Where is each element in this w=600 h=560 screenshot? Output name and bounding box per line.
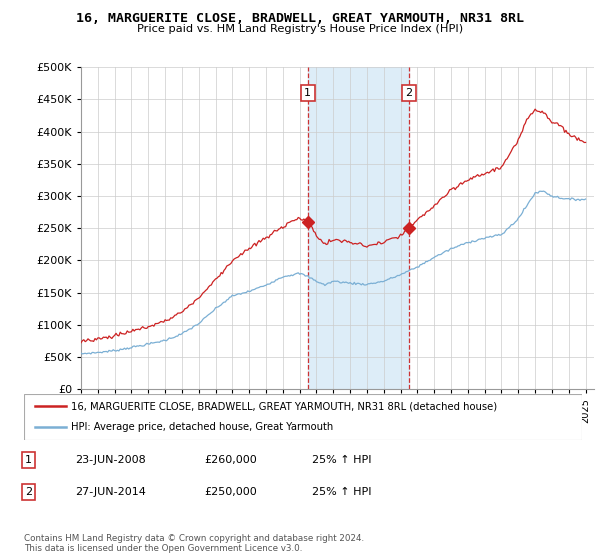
Text: 1: 1	[25, 455, 32, 465]
Text: 2: 2	[25, 487, 32, 497]
Text: 27-JUN-2014: 27-JUN-2014	[75, 487, 146, 497]
Text: 25% ↑ HPI: 25% ↑ HPI	[312, 487, 371, 497]
Bar	[308, 67, 409, 389]
Text: 25% ↑ HPI: 25% ↑ HPI	[312, 455, 371, 465]
Text: £260,000: £260,000	[204, 455, 257, 465]
Text: 16, MARGUERITE CLOSE, BRADWELL, GREAT YARMOUTH, NR31 8RL: 16, MARGUERITE CLOSE, BRADWELL, GREAT YA…	[76, 12, 524, 25]
Text: 2: 2	[405, 88, 412, 98]
Text: Price paid vs. HM Land Registry's House Price Index (HPI): Price paid vs. HM Land Registry's House …	[137, 24, 463, 34]
Text: 1: 1	[304, 88, 311, 98]
Text: HPI: Average price, detached house, Great Yarmouth: HPI: Average price, detached house, Grea…	[71, 422, 334, 432]
Text: £250,000: £250,000	[204, 487, 257, 497]
Text: Contains HM Land Registry data © Crown copyright and database right 2024.
This d: Contains HM Land Registry data © Crown c…	[24, 534, 364, 553]
Text: 16, MARGUERITE CLOSE, BRADWELL, GREAT YARMOUTH, NR31 8RL (detached house): 16, MARGUERITE CLOSE, BRADWELL, GREAT YA…	[71, 401, 497, 411]
Text: 23-JUN-2008: 23-JUN-2008	[75, 455, 146, 465]
